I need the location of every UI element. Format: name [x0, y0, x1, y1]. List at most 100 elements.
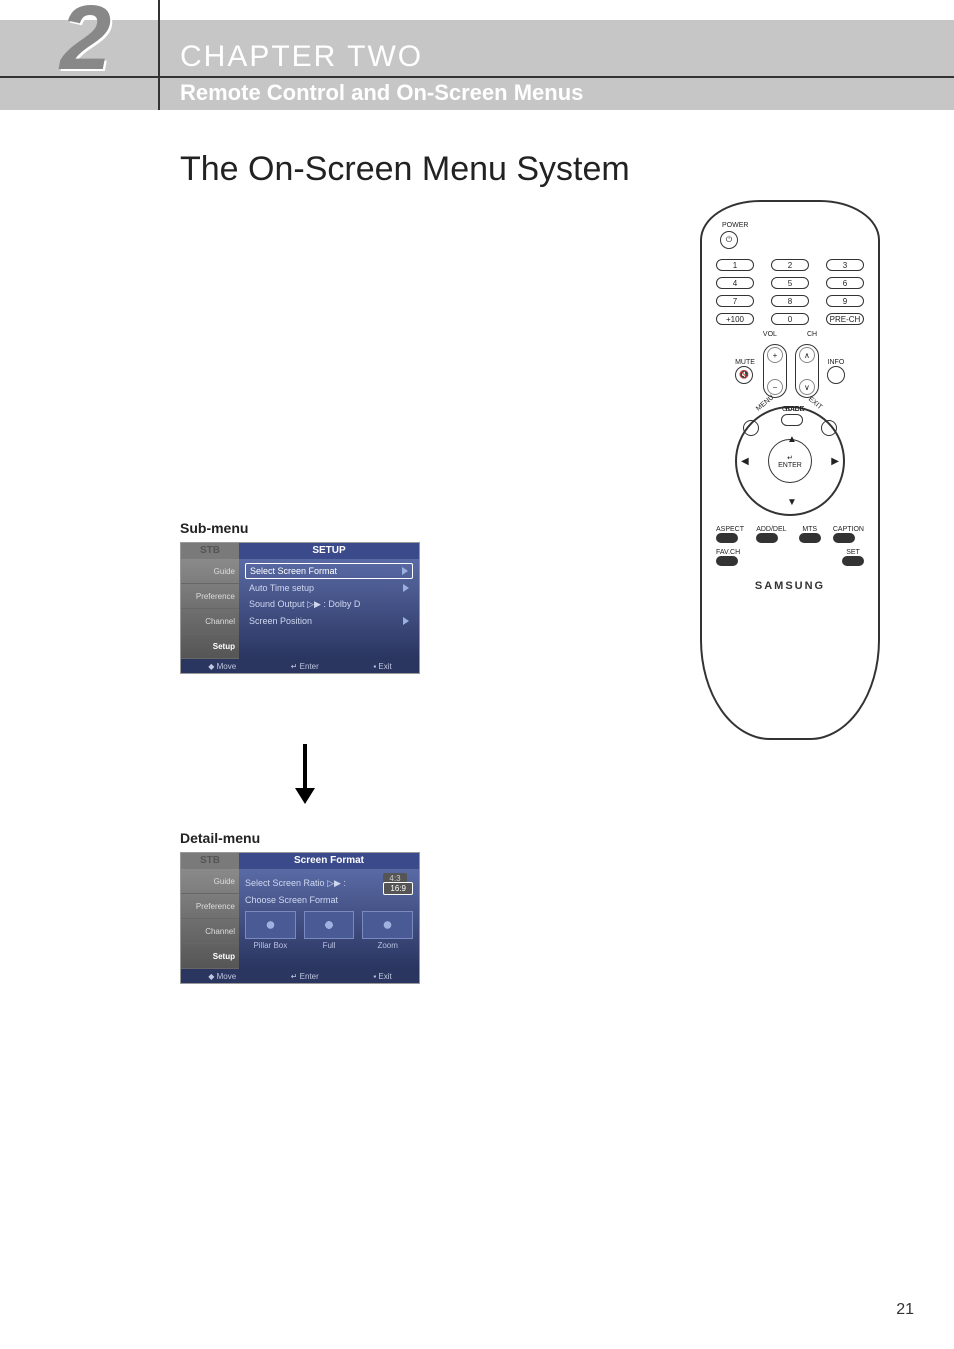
number-pad: 1 2 3 4 5 6 7 8 9 +100 0 PRE-CH: [716, 259, 864, 325]
header-divider: [158, 0, 160, 110]
sidebar-item[interactable]: Setup: [181, 634, 239, 659]
enter-icon: ↵: [787, 454, 793, 462]
osd-sidebar: GuidePreferenceChannelSetup: [181, 559, 239, 659]
function-label: ASPECT: [716, 526, 744, 533]
osd-setup: STB SETUP GuidePreferenceChannelSetup Se…: [180, 542, 420, 674]
power-label: POWER: [722, 222, 864, 229]
chapter-header: 2 CHAPTER TWO Remote Control and On-Scre…: [0, 0, 954, 110]
osd-titlebar: STB Screen Format: [181, 853, 419, 869]
channel-rocker[interactable]: ∧ ∨: [795, 344, 819, 398]
mute-button[interactable]: 🔇: [735, 366, 753, 384]
header-top-strip: [0, 0, 954, 20]
sub-menu-label: Sub-menu: [180, 520, 420, 536]
ratio-option[interactable]: 16:9: [383, 882, 413, 895]
remote-control: POWER ⏻ 123456789+1000PRE-CH VOL CH MUTE…: [700, 200, 880, 740]
format-label: Full: [304, 941, 355, 950]
chapter-subtitle: Remote Control and On-Screen Menus: [180, 80, 583, 106]
menu-row-label: Select Screen Format: [250, 566, 337, 576]
function-row-a: ASPECT ADD/DEL MTS CAPTION: [716, 526, 864, 543]
menu-row[interactable]: Screen Position: [245, 614, 413, 628]
power-button[interactable]: ⏻: [720, 231, 738, 249]
menu-row[interactable]: Auto Time setup: [245, 581, 413, 595]
numpad-button[interactable]: PRE-CH: [826, 313, 864, 325]
menu-row-label: Auto Time setup: [249, 583, 314, 593]
volume-rocker[interactable]: + −: [763, 344, 787, 398]
vol-label: VOL: [763, 331, 777, 338]
sidebar-item[interactable]: Preference: [181, 584, 239, 609]
numpad-button[interactable]: 7: [716, 295, 754, 307]
chapter-label: CHAPTER TWO: [180, 40, 423, 74]
format-thumb-icon: [304, 911, 355, 939]
function-button[interactable]: [833, 533, 855, 543]
function-button[interactable]: [799, 533, 821, 543]
osd-footer: ◆ Move ↵ Enter ▪ Exit: [181, 659, 419, 673]
detail-menu-block: Detail-menu STB Screen Format GuidePrefe…: [180, 830, 420, 984]
sidebar-item[interactable]: Guide: [181, 559, 239, 584]
right-arrow-icon[interactable]: ▶: [831, 456, 839, 467]
enter-label: ENTER: [778, 462, 802, 469]
brand-label: SAMSUNG: [716, 580, 864, 592]
exit-button[interactable]: [821, 420, 837, 436]
function-label: CAPTION: [833, 526, 864, 533]
numpad-button[interactable]: 4: [716, 277, 754, 289]
sidebar-item[interactable]: Preference: [181, 894, 239, 919]
page-title: The On-Screen Menu System: [180, 150, 630, 189]
menu-row-label: Screen Position: [249, 616, 312, 626]
format-thumbnails: Pillar Box Full Zoom: [245, 911, 413, 950]
guide-button[interactable]: [781, 414, 803, 426]
numpad-button[interactable]: +100: [716, 313, 754, 325]
function-label: ADD/DEL: [756, 526, 786, 533]
left-arrow-icon[interactable]: ◀: [741, 456, 749, 467]
footer-exit: ▪ Exit: [373, 662, 391, 671]
down-arrow-icon[interactable]: ▼: [787, 497, 797, 508]
numpad-button[interactable]: 2: [771, 259, 809, 271]
favch-label: FAV.CH: [716, 549, 740, 556]
numpad-button[interactable]: 0: [771, 313, 809, 325]
function-label: MTS: [799, 526, 821, 533]
favch-button[interactable]: [716, 556, 738, 566]
page-number: 21: [896, 1301, 914, 1319]
format-label: Pillar Box: [245, 941, 296, 950]
chevron-right-icon: [402, 567, 408, 575]
ch-label: CH: [807, 331, 817, 338]
menu-button[interactable]: [743, 420, 759, 436]
osd-titlebar: STB SETUP: [181, 543, 419, 559]
set-button[interactable]: [842, 556, 864, 566]
format-thumb-icon: [245, 911, 296, 939]
back-label: BACK: [785, 406, 805, 413]
sidebar-item[interactable]: Channel: [181, 919, 239, 944]
enter-button[interactable]: ↵ ENTER: [768, 439, 812, 483]
footer-exit: ▪ Exit: [373, 972, 391, 981]
format-option[interactable]: Full: [304, 911, 355, 950]
numpad-button[interactable]: 1: [716, 259, 754, 271]
osd-sidebar: GuidePreferenceChannelSetup: [181, 869, 239, 969]
format-option[interactable]: Pillar Box: [245, 911, 296, 950]
nav-ring: GUIDE BACK MENU EXIT ▲ ▼ ◀ ▶ ↵ ENTER: [735, 406, 845, 516]
info-button[interactable]: [827, 366, 845, 384]
numpad-button[interactable]: 9: [826, 295, 864, 307]
format-option[interactable]: Zoom: [362, 911, 413, 950]
sidebar-item[interactable]: Setup: [181, 944, 239, 969]
footer-move: ◆ Move: [208, 662, 236, 671]
sidebar-item[interactable]: Guide: [181, 869, 239, 894]
format-thumb-icon: [362, 911, 413, 939]
menu-row[interactable]: Sound Output ▷▶ : Dolby D: [245, 597, 413, 612]
select-ratio-label: Select Screen Ratio ▷▶ :: [245, 878, 377, 889]
numpad-button[interactable]: 5: [771, 277, 809, 289]
osd-footer: ◆ Move ↵ Enter ▪ Exit: [181, 969, 419, 983]
menu-row[interactable]: Select Screen Format: [245, 563, 413, 579]
set-label: SET: [842, 549, 864, 556]
detail-menu-label: Detail-menu: [180, 830, 420, 846]
footer-enter: ↵ Enter: [291, 662, 319, 671]
footer-move: ◆ Move: [208, 972, 236, 981]
osd-stb-tag: STB: [181, 543, 239, 559]
function-button[interactable]: [756, 533, 778, 543]
up-arrow-icon[interactable]: ▲: [787, 434, 797, 445]
numpad-button[interactable]: 8: [771, 295, 809, 307]
numpad-button[interactable]: 3: [826, 259, 864, 271]
numpad-button[interactable]: 6: [826, 277, 864, 289]
choose-format-label: Choose Screen Format: [245, 895, 413, 905]
sidebar-item[interactable]: Channel: [181, 609, 239, 634]
chevron-right-icon: [403, 617, 409, 625]
function-button[interactable]: [716, 533, 738, 543]
